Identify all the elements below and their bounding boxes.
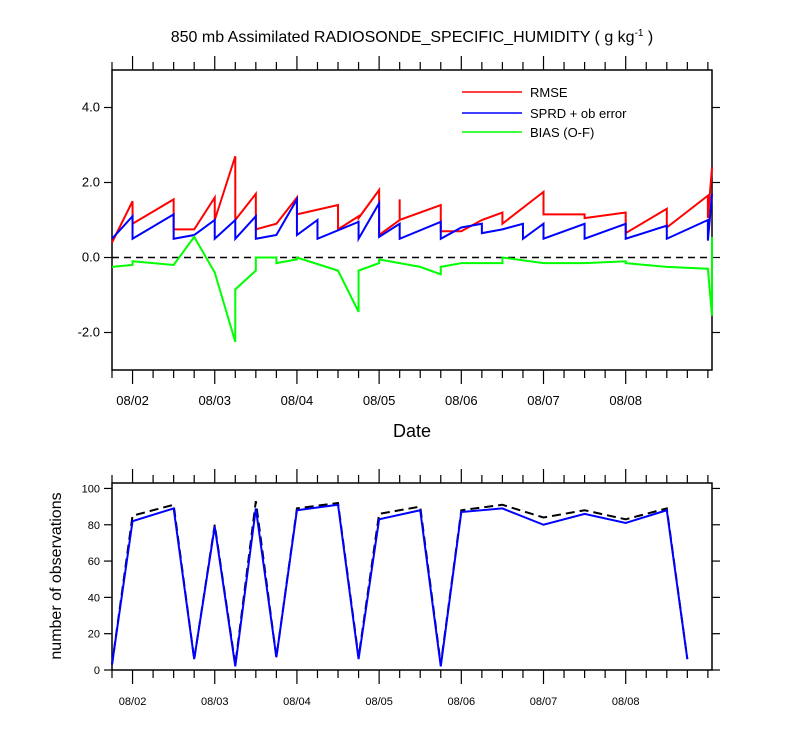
bottom-series-group [111, 501, 689, 667]
top-xtick-label: 08/05 [363, 393, 396, 408]
bottom-series-possible [111, 501, 689, 665]
bottom-ytick-label: 80 [88, 520, 100, 532]
bottom-xtick-label: 08/07 [530, 696, 558, 708]
top-xtick-label: 08/02 [116, 393, 149, 408]
top-series-sprd-ob-error [111, 193, 713, 243]
top-ytick-label: 2.0 [82, 175, 100, 190]
top-xtick-label: 08/08 [609, 393, 642, 408]
bottom-ytick-label: 60 [88, 556, 100, 568]
bottom-ytick-label: 40 [88, 592, 100, 604]
bottom-xtick-label: 08/06 [448, 696, 476, 708]
top-ytick-label: -2.0 [78, 325, 100, 340]
top-xtick-label: 08/07 [527, 393, 560, 408]
bottom-ytick-label: 0 [94, 665, 100, 677]
top-legend: RMSE SPRD + ob error BIAS (O-F) [462, 85, 627, 140]
top-series-group [111, 155, 713, 343]
bottom-xtick-label: 08/04 [283, 696, 311, 708]
bottom-xtick-label: 08/05 [365, 696, 393, 708]
top-chart-title: 850 mb Assimilated RADIOSONDE_SPECIFIC_H… [171, 28, 654, 46]
bottom-ytick-label: 100 [82, 483, 100, 495]
top-xtick-label: 08/03 [198, 393, 231, 408]
bottom-y-axis-label: number of observations [48, 492, 65, 659]
bottom-xtick-label: 08/08 [612, 696, 640, 708]
top-ytick-label: 4.0 [82, 100, 100, 115]
top-ytick-label: 0.0 [82, 250, 100, 265]
bottom-xtick-label: 08/03 [201, 696, 229, 708]
top-x-axis-label: Date [393, 421, 431, 441]
bottom-axis-ticks: 0 20 40 60 80 100 08/02 08/03 08/04 08/05 08/06 08/… [82, 469, 720, 708]
top-xtick-label: 08/04 [281, 393, 314, 408]
top-xtick-label: 08/06 [445, 393, 478, 408]
legend-label-rmse: RMSE [530, 85, 568, 100]
top-plot-frame [111, 69, 713, 371]
bottom-series-assimilated [111, 503, 689, 667]
bottom-xtick-label: 08/02 [119, 696, 147, 708]
top-series-bias-o-f [111, 235, 713, 343]
bottom-plot-frame [111, 482, 713, 671]
bottom-ytick-label: 20 [88, 629, 100, 641]
legend-label-sprd: SPRD + ob error [530, 106, 627, 121]
top-axis-ticks: -2.0 0.0 2.0 4.0 08/02 08/03 08/04 08/05 08/06 08… [78, 56, 720, 408]
legend-label-bias: BIAS (O-F) [530, 125, 594, 140]
